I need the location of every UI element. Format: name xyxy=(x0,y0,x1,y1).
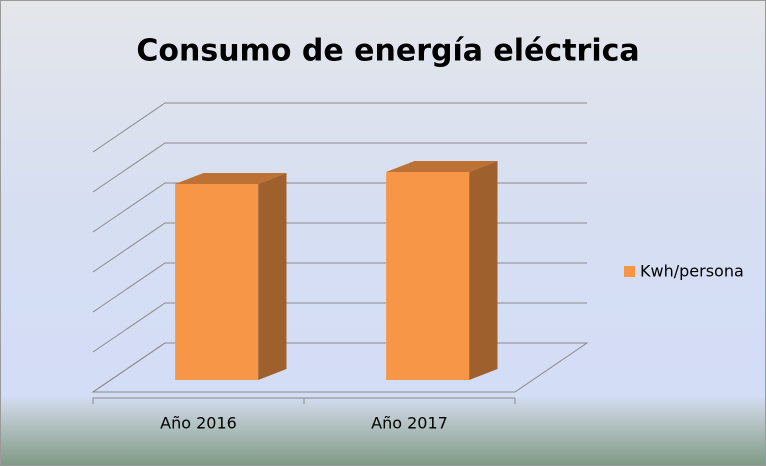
plot-area: Año 2016 Año 2017 Kwh/persona xyxy=(91,102,744,433)
bar xyxy=(386,171,470,380)
grid-line xyxy=(92,142,587,193)
legend-label: Kwh/persona xyxy=(640,262,744,281)
bar-top xyxy=(386,160,498,172)
x-tick-label: Año 2016 xyxy=(160,414,237,433)
bar-side xyxy=(469,160,498,380)
x-tick-label: Año 2017 xyxy=(371,414,448,433)
bar-side xyxy=(258,172,287,380)
bar-top xyxy=(175,172,287,184)
chart-title: Consumo de energía eléctrica xyxy=(136,34,639,69)
legend-swatch xyxy=(624,266,635,277)
grid-line xyxy=(92,102,587,153)
bar xyxy=(175,183,259,380)
